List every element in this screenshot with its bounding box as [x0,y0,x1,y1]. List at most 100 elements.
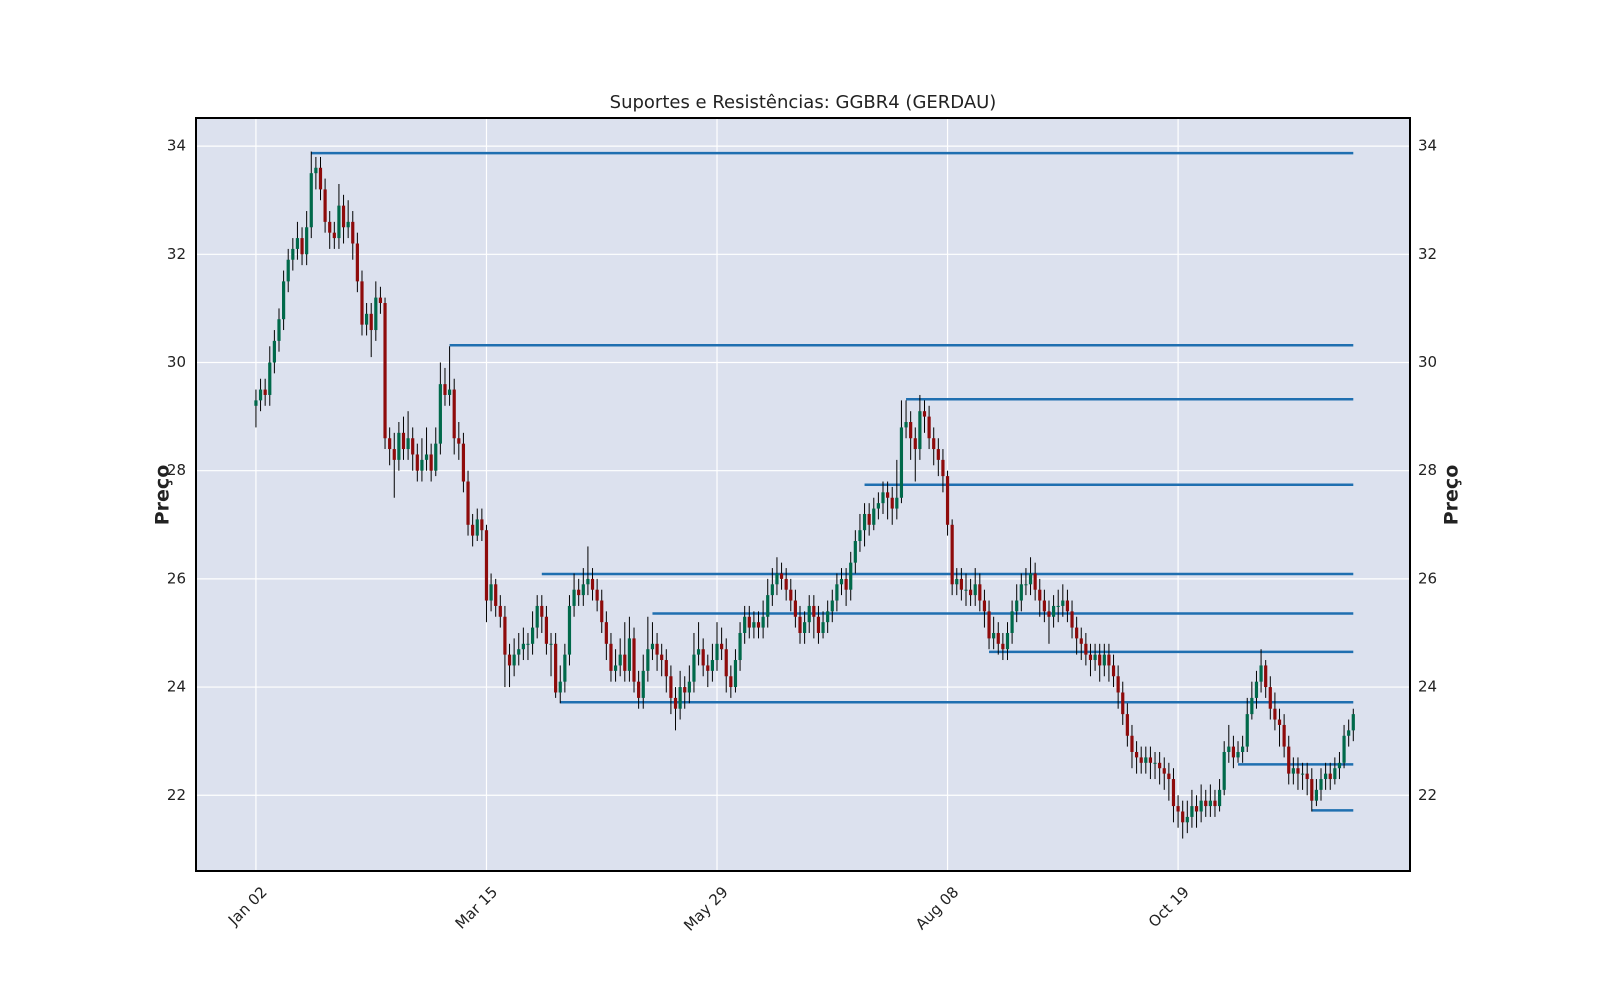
y-tick-label: 24 [167,678,186,696]
candle-body [913,438,917,450]
candle-body [1305,773,1309,780]
y2-tick-label: 32 [1418,245,1437,263]
candle-body [1250,697,1254,715]
candle-body [904,422,908,428]
candle-body [992,632,996,639]
candle-body [968,589,973,596]
candle-body [424,454,429,460]
candle-body [535,605,539,628]
candle-body [1139,757,1143,763]
candle-body [480,519,484,531]
candle-body [291,248,295,260]
candle-body [839,578,844,585]
candle-body [1199,800,1203,812]
candle-body [305,227,309,255]
candle-body [429,454,433,471]
candle-body [309,173,313,228]
candle-body [1181,811,1185,823]
candle-body [282,281,286,320]
plot-frame [195,117,1411,872]
marks [254,151,1355,839]
candle-body [466,481,470,525]
candle-body [895,497,899,509]
candle-body [729,676,733,688]
candle-body [945,476,950,525]
plot-area [196,118,1410,871]
candle-body [1245,714,1249,747]
candle-body [747,616,751,628]
candle-body [1047,611,1051,617]
candle-body [1061,600,1065,606]
candle-body [1291,768,1295,774]
y-tick-label: 32 [167,245,186,263]
candle-body [438,384,442,444]
candle-body [1102,654,1106,666]
candle-body [1176,806,1180,812]
candle-body [369,313,373,331]
candle-body [613,665,618,671]
chart-title: Suportes e Resistências: GGBR4 (GERDAU) [610,92,997,113]
candle-body [526,643,530,645]
candle-body [784,578,788,590]
candle-body [1121,692,1125,715]
candle-body [1296,768,1300,774]
candle-body [392,449,396,460]
candle-body [1351,714,1355,731]
y2-axis-label: Preço [1441,465,1463,526]
candle-body [1194,806,1199,812]
candle-body [738,632,742,661]
candle-body [272,340,276,363]
candle-body [254,400,258,406]
candle-body [434,443,438,471]
candle-body [1264,665,1268,688]
candle-body [1075,627,1079,639]
candle-body [761,616,765,628]
candle-body [623,654,627,671]
candle-body [710,660,714,671]
candle-body [973,584,977,596]
candle-body [1088,654,1093,661]
candle-body [803,622,807,633]
grid [196,118,1410,871]
candle-body [830,600,834,612]
candle-body [770,584,774,596]
candle-body [632,638,636,682]
candle-body [1333,768,1337,780]
candle-body [899,427,904,498]
candle-body [1227,746,1231,752]
candle-body [1144,757,1148,763]
candle-body [816,616,821,633]
candle-body [507,654,512,666]
candle-body [807,605,811,623]
candle-body [572,589,576,606]
candle-body [618,654,622,666]
candle-body [876,503,880,509]
candle-body [1028,573,1033,585]
candle-body [886,492,890,498]
candle-body [1310,779,1314,801]
candle-body [1259,665,1263,682]
candle-body [530,627,535,644]
y-tick-label: 22 [167,786,186,804]
candle-body [890,497,894,509]
candle-body [581,584,585,596]
x-tick-label: Oct 19 [1145,883,1193,931]
candle-body [683,687,687,693]
candle-body [1190,806,1194,817]
candle-body [766,595,770,617]
candle-body [286,259,290,282]
candle-body [406,438,410,450]
candle-body [835,584,839,601]
candle-body [1107,654,1111,666]
candle-body [346,221,350,228]
candle-body [360,281,364,325]
candle-body [314,167,318,174]
candle-body [1319,779,1323,790]
candle-body [950,524,954,585]
y-tick-label: 30 [167,353,186,371]
candle-body [922,411,927,417]
candle-body [323,189,327,222]
candle-body [720,643,724,650]
x-tick-label: Aug 08 [912,883,962,933]
